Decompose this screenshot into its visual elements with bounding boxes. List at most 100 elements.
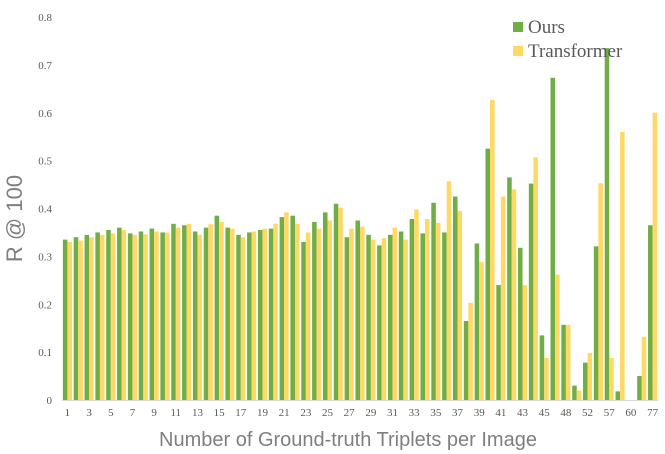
bar-ours [452,196,458,400]
bar-transformer [121,230,127,400]
x-axis: 1 3 5 7 9 11 13 15 17 19 21 23 25 27 29 31 33 35 37 39 41 43 4… [65,407,659,419]
bar-ours [192,231,198,400]
bar-ours [257,230,263,400]
y-tick-label: 0.2 [38,299,52,311]
bar-transformer [587,353,593,400]
bar-transformer [641,336,647,400]
bar-transformer [67,242,72,400]
x-tick-label: 23 [300,407,312,419]
bar-ours [214,215,220,400]
bar-transformer [338,207,343,400]
bar-ours [203,227,209,400]
bar-transformer [370,239,376,400]
bar-ours [344,237,350,400]
bar-transformer [132,234,137,400]
bar-transformer [154,231,159,400]
x-tick-label: 7 [130,407,136,419]
x-tick-label: 15 [214,407,226,419]
bar-ours [387,234,393,400]
bar-ours [496,285,501,400]
bar-ours [149,228,155,400]
bar-ours [95,232,100,400]
bar-transformer [620,131,625,400]
bar-ours [73,237,79,400]
bar-ours [182,225,187,400]
bar-ours [528,183,534,400]
x-tick-label: 27 [344,407,356,419]
bar-transformer [457,210,463,400]
y-tick-label: 0.4 [38,204,52,216]
bar-transformer [490,99,495,400]
bar-ours [333,203,339,400]
bar-ours [84,234,90,400]
y-tick-label: 0.7 [38,60,52,72]
x-tick-label: 11 [170,407,181,419]
bar-ours [268,228,274,400]
bar-transformer [305,232,311,400]
bar-transformer [403,239,408,400]
bar-transformer [576,390,582,400]
bar-transformer [316,228,322,400]
y-tick-label: 0 [47,395,53,407]
x-tick-label: 17 [235,407,247,419]
x-tick-label: 3 [86,407,92,419]
bar-transformer [110,233,116,400]
bar-ours [615,391,621,400]
x-tick-label: 21 [279,407,290,419]
bar-ours [561,324,566,400]
bar-ours [507,177,512,400]
bar-transformer [414,209,419,400]
bar-transformer [598,183,603,400]
y-tick-label: 0.3 [38,251,52,263]
x-tick-label: 9 [151,407,157,419]
bar-transformer [381,238,387,400]
bar-ours [127,233,133,400]
x-tick-label: 25 [322,407,334,419]
x-tick-label: 1 [65,407,71,419]
x-tick-label: 60 [625,407,637,419]
bar-transformer [240,237,246,400]
bar-ours [138,231,144,400]
bar-ours [463,321,469,400]
x-tick-label: 37 [452,407,464,419]
bar-transformer [511,189,517,400]
bar-transformer [500,196,506,400]
bar-transformer [89,237,94,400]
bar-ours [247,232,252,400]
x-tick-label: 35 [430,407,442,419]
bar-ours [648,225,653,400]
bar-ours [398,231,404,400]
y-tick-label: 0.5 [38,156,52,168]
bar-ours [474,243,480,400]
bar-ours [312,221,317,400]
bar-ours [409,219,415,400]
x-tick-label: 48 [560,407,572,419]
bar-transformer [262,228,268,400]
bar-transformer [360,226,365,400]
y-tick-label: 0.8 [38,12,52,24]
bar-transformer [229,228,235,400]
x-tick-label: 41 [495,407,506,419]
bar-transformer [284,212,289,400]
bar-ours [225,227,230,400]
x-tick-label: 5 [108,407,114,419]
bar-ours [442,232,447,400]
bar-transformer [425,219,430,400]
bar-ours [117,227,122,400]
bar-ours [322,212,328,400]
legend-label: Ours [528,17,565,38]
bar-ours [171,223,176,400]
x-tick-label: 39 [474,407,486,419]
bar-ours [160,232,165,400]
bar-transformer [565,324,571,400]
bar-ours [485,148,491,400]
bar-transformer [446,181,452,400]
x-tick-label: 52 [582,407,593,419]
bar-transformer [99,234,105,400]
bar-transformer [208,224,213,400]
bar-ours [539,335,545,400]
x-tick-label: 43 [517,407,529,419]
y-tick-label: 0.1 [38,347,52,359]
x-tick-label: 31 [387,407,398,419]
bar-transformer [273,223,278,400]
